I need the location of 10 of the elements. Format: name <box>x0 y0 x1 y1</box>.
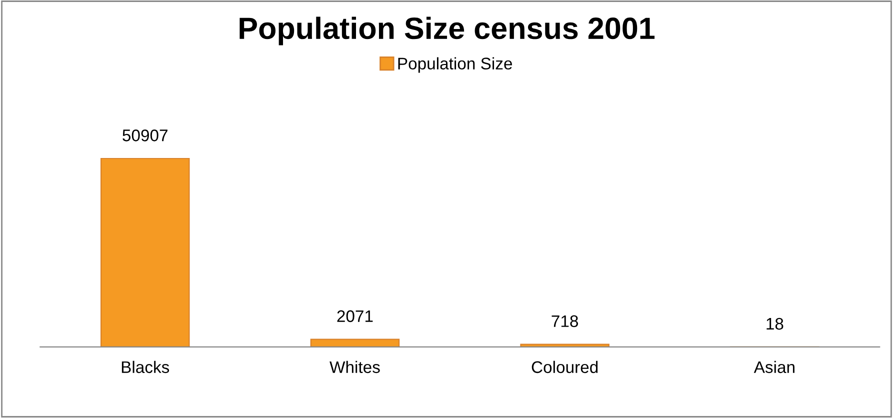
x-tick-label: Coloured <box>532 360 598 374</box>
data-label: 718 <box>552 315 578 328</box>
legend-label: Population Size <box>398 57 512 73</box>
chart-title: Population Size census 2001 <box>240 16 655 46</box>
data-label: 2071 <box>337 310 373 322</box>
x-tick-label: Whites <box>330 360 380 374</box>
x-tick-label: Blacks <box>122 360 170 374</box>
data-label: 18 <box>766 318 784 330</box>
data-label: 50907 <box>122 130 168 142</box>
x-tick-label: Asian <box>754 360 794 374</box>
